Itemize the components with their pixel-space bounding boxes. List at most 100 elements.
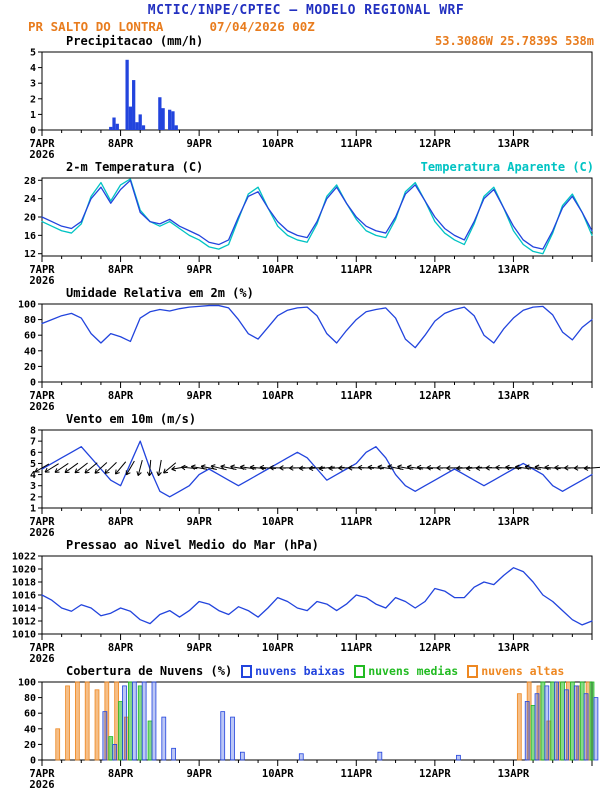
svg-text:40: 40	[24, 346, 36, 357]
svg-text:20: 20	[24, 362, 36, 373]
svg-text:8: 8	[30, 426, 36, 437]
svg-text:7APR: 7APR	[29, 264, 55, 276]
svg-text:12APR: 12APR	[419, 264, 451, 276]
svg-text:1: 1	[30, 504, 36, 515]
svg-text:20: 20	[24, 740, 36, 751]
svg-text:60: 60	[24, 709, 36, 720]
svg-text:8APR: 8APR	[108, 138, 134, 150]
svg-text:0: 0	[30, 126, 36, 137]
svg-text:5: 5	[30, 48, 36, 59]
nuvens-altas-swatch-icon	[467, 664, 479, 678]
svg-text:9APR: 9APR	[186, 642, 212, 654]
svg-text:2026: 2026	[29, 527, 54, 538]
svg-text:13APR: 13APR	[498, 516, 530, 528]
panel-clouds-title: Cobertura de Nuvens (%)	[66, 664, 233, 678]
svg-text:1020: 1020	[12, 565, 36, 576]
svg-text:12APR: 12APR	[419, 642, 451, 654]
svg-text:10APR: 10APR	[262, 390, 294, 402]
station-name: PR SALTO DO LONTRA	[28, 19, 164, 34]
svg-text:11APR: 11APR	[340, 138, 372, 150]
svg-text:10APR: 10APR	[262, 516, 294, 528]
panel-pressure: Pressao ao Nivel Medio do Mar (hPa) 1010…	[0, 538, 612, 664]
svg-text:1: 1	[30, 110, 36, 121]
svg-text:3: 3	[30, 79, 36, 90]
apparent-temperature-label: Temperatura Aparente (C)	[420, 160, 594, 174]
svg-text:16: 16	[24, 231, 36, 242]
svg-text:7APR: 7APR	[29, 138, 55, 150]
svg-text:24: 24	[24, 194, 36, 205]
svg-text:2026: 2026	[29, 653, 54, 664]
svg-text:11APR: 11APR	[340, 768, 372, 780]
svg-text:7APR: 7APR	[29, 516, 55, 528]
svg-text:80: 80	[24, 315, 36, 326]
svg-text:0: 0	[30, 756, 36, 767]
svg-text:13APR: 13APR	[498, 138, 530, 150]
legend-nuvens-altas: nuvens altas	[467, 664, 564, 678]
svg-text:7APR: 7APR	[29, 390, 55, 402]
svg-text:11APR: 11APR	[340, 516, 372, 528]
precipitation-plot: 0 1 2 3 4 5 7APR 8APR 9APR 10APR 11APR 12APR 13APR 20…	[29, 48, 593, 160]
panel-pressure-head: Pressao ao Nivel Medio do Mar (hPa)	[0, 538, 612, 552]
cloud-cover-plot: 0 20 40 60 80 100 7APR 8APR 9APR 10APR 11APR 12APR 1…	[18, 678, 599, 790]
svg-text:4: 4	[30, 470, 36, 481]
panel-precipitation-title: Precipitacao (mm/h)	[66, 34, 204, 48]
svg-text:10APR: 10APR	[262, 642, 294, 654]
panel-humidity-head: Umidade Relativa em 2m (%)	[0, 286, 612, 300]
svg-text:13APR: 13APR	[498, 390, 530, 402]
nuvens-baixas-swatch-icon	[241, 664, 253, 678]
svg-text:1014: 1014	[12, 604, 36, 615]
svg-text:13APR: 13APR	[498, 264, 530, 276]
panel-temperature: 2-m Temperatura (C) Temperatura Aparente…	[0, 160, 612, 286]
header-subtitle-row: PR SALTO DO LONTRA 07/04/2026 00Z	[0, 19, 612, 34]
svg-text:2026: 2026	[29, 275, 54, 286]
svg-text:11APR: 11APR	[340, 390, 372, 402]
svg-text:5: 5	[30, 459, 36, 470]
svg-text:12APR: 12APR	[419, 768, 451, 780]
svg-text:1012: 1012	[12, 617, 36, 628]
temperature-plot: 12 16 20 24 28 7APR 8APR 9APR 10APR 11APR 12APR 13A…	[24, 176, 593, 286]
legend-nuvens-baixas: nuvens baixas	[241, 664, 345, 678]
svg-text:9APR: 9APR	[186, 768, 212, 780]
svg-text:8APR: 8APR	[108, 264, 134, 276]
svg-text:3: 3	[30, 481, 36, 492]
svg-text:8APR: 8APR	[108, 768, 134, 780]
svg-text:8APR: 8APR	[108, 516, 134, 528]
svg-text:2: 2	[30, 492, 36, 503]
panel-wind: Vento em 10m (m/s) 1 2 3 4 5 6 7 8 7APR 8APR 9APR 1…	[0, 412, 612, 538]
legend-nuvens-baixas-label: nuvens baixas	[255, 664, 346, 678]
station-coordinates: 53.3086W 25.7839S 538m	[435, 34, 594, 48]
svg-text:12: 12	[24, 249, 36, 260]
svg-text:9APR: 9APR	[186, 138, 212, 150]
panel-temperature-head: 2-m Temperatura (C) Temperatura Aparente…	[0, 160, 612, 174]
svg-text:2026: 2026	[29, 149, 54, 160]
svg-text:0: 0	[30, 378, 36, 389]
panel-clouds-head: Cobertura de Nuvens (%) nuvens baixas nu…	[0, 664, 612, 678]
svg-text:13APR: 13APR	[498, 642, 530, 654]
svg-text:4: 4	[30, 63, 36, 74]
svg-text:8APR: 8APR	[108, 642, 134, 654]
nuvens-medias-swatch-icon	[354, 664, 366, 678]
svg-text:11APR: 11APR	[340, 264, 372, 276]
panel-wind-head: Vento em 10m (m/s)	[0, 412, 612, 426]
legend-nuvens-medias: nuvens medias	[354, 664, 458, 678]
svg-text:60: 60	[24, 331, 36, 342]
panel-humidity-title: Umidade Relativa em 2m (%)	[66, 286, 254, 300]
humidity-plot: 0 20 40 60 80 100 7APR 8APR 9APR 10APR 11APR 12APR 1…	[18, 300, 593, 412]
page-title: MCTIC/INPE/CPTEC — MODELO REGIONAL WRF	[147, 3, 465, 18]
model-run-datetime: 07/04/2026 00Z	[209, 19, 315, 34]
svg-text:11APR: 11APR	[340, 642, 372, 654]
svg-text:100: 100	[18, 678, 36, 689]
svg-text:10APR: 10APR	[262, 768, 294, 780]
svg-text:12APR: 12APR	[419, 516, 451, 528]
svg-text:7APR: 7APR	[29, 642, 55, 654]
svg-text:40: 40	[24, 724, 36, 735]
svg-text:2026: 2026	[29, 401, 54, 412]
svg-text:9APR: 9APR	[186, 264, 212, 276]
svg-text:2026: 2026	[29, 779, 54, 790]
svg-text:1022: 1022	[12, 552, 36, 563]
svg-text:1016: 1016	[12, 591, 36, 602]
svg-text:9APR: 9APR	[186, 390, 212, 402]
panel-wind-title: Vento em 10m (m/s)	[66, 412, 197, 426]
